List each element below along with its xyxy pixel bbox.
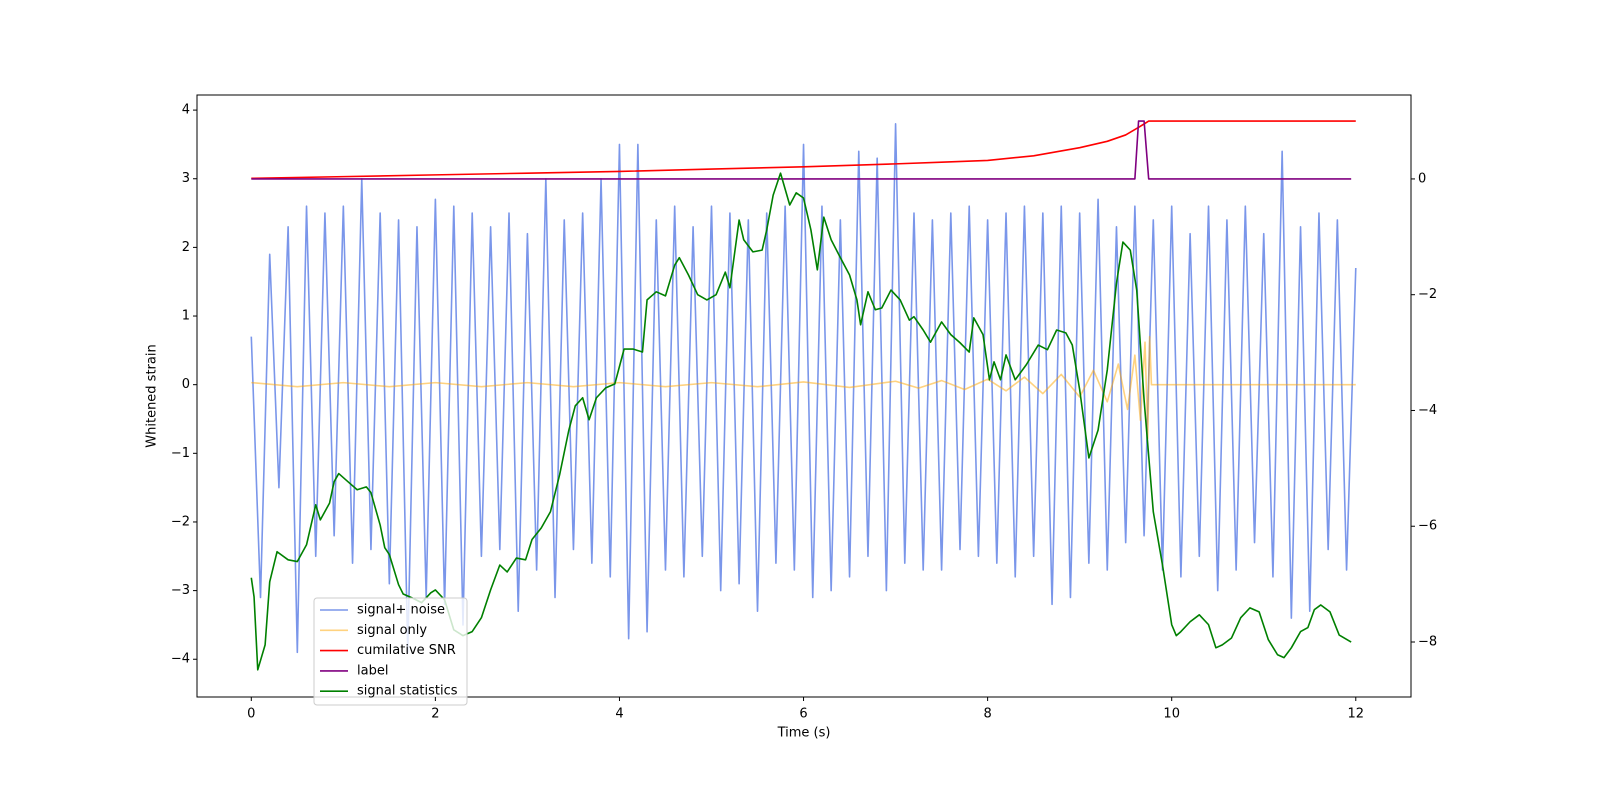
x-tick-label: 2 [431,707,439,722]
y-tick-label: −4 [171,652,190,667]
series-line [250,123,1357,654]
legend: signal+ noise signal only cumilative SNR la… [313,597,468,706]
x-tick-label: 0 [247,707,255,722]
x-tick-label: 4 [615,707,623,722]
x-tick-label: 8 [983,707,991,722]
y-axis-label: Whitened strain [145,344,160,447]
y2-tick-label: 0 [1418,171,1426,186]
legend-label: signal only [357,623,427,638]
y2-tick-label: −6 [1418,519,1437,534]
y-tick-label: 1 [182,309,190,324]
y2-tick-label: −4 [1418,403,1437,418]
legend-label: signal statistics [357,684,458,699]
series-line [251,120,1356,180]
x-tick-label: 6 [799,707,807,722]
x-axis-label: Time (s) [777,726,831,741]
y-tick-label: −1 [171,446,190,461]
y2-tick-label: −8 [1418,635,1437,650]
series-line [251,120,1352,180]
y-tick-label: 4 [182,103,190,118]
legend-label: cumilative SNR [357,643,456,658]
series-line [251,335,1356,440]
y-tick-label: −3 [171,583,190,598]
y-tick-label: 3 [182,171,190,186]
legend-label: signal+ noise [357,603,445,618]
legend-box [313,597,468,706]
x-tick-label: 10 [1163,707,1180,722]
legend-label: label [357,663,388,678]
x-tick-label: 12 [1348,707,1365,722]
y2-tick-label: −2 [1418,287,1437,302]
y-tick-label: −2 [171,514,190,529]
y-tick-label: 2 [182,240,190,255]
y-tick-label: 0 [182,377,190,392]
